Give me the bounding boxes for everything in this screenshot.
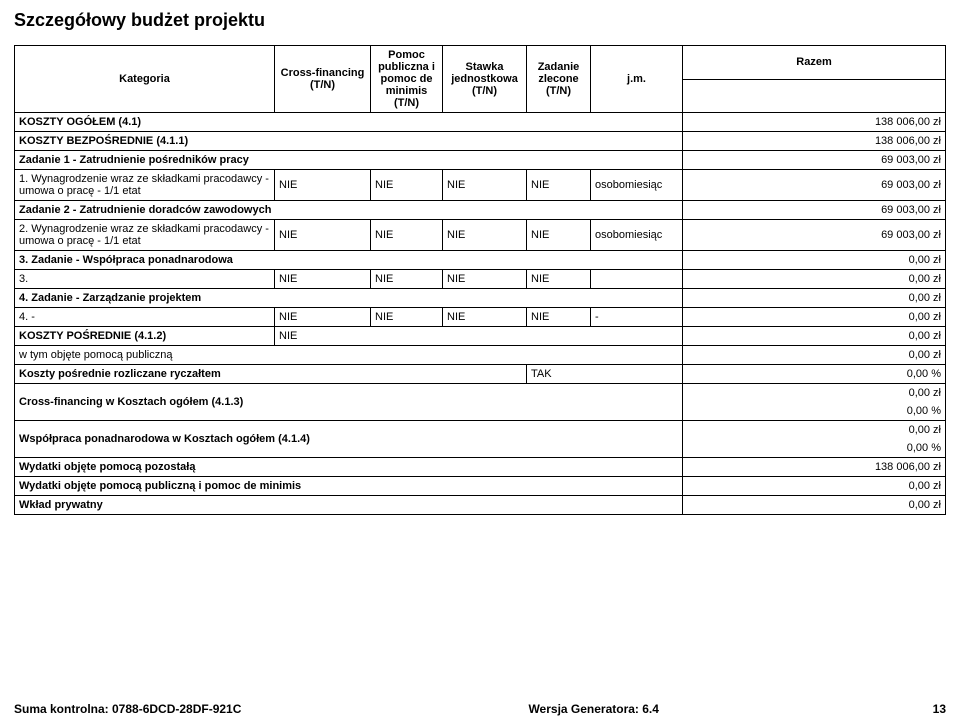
cell-zad: NIE — [527, 170, 591, 201]
row-item-3: 3. NIE NIE NIE NIE 0,00 zł — [15, 270, 946, 289]
cell-label: 4. - — [15, 308, 275, 327]
col-razem: Razem — [683, 46, 946, 80]
row-wspolpraca-1: Współpraca ponadnarodowa w Kosztach ogół… — [15, 421, 946, 440]
page-footer: Suma kontrolna: 0788-6DCD-28DF-921C Wers… — [14, 702, 946, 716]
cell-staw: NIE — [443, 308, 527, 327]
row-item-4: 4. - NIE NIE NIE NIE - 0,00 zł — [15, 308, 946, 327]
cell-zad: NIE — [527, 220, 591, 251]
cell-label: w tym objęte pomocą publiczną — [15, 346, 683, 365]
cell-value: 0,00 zł — [683, 251, 946, 270]
row-koszty-posrednie: KOSZTY POŚREDNIE (4.1.2) NIE 0,00 zł — [15, 327, 946, 346]
cell-label: Zadanie 2 - Zatrudnienie doradców zawodo… — [15, 201, 683, 220]
cell-cf: NIE — [275, 327, 683, 346]
cell-value: 0,00 zł — [683, 289, 946, 308]
cell-jm: osobomiesiąc — [591, 170, 683, 201]
cell-value-2: 0,00 % — [683, 402, 946, 421]
cell-staw: NIE — [443, 220, 527, 251]
row-item-1: 1. Wynagrodzenie wraz ze składkami praco… — [15, 170, 946, 201]
cell-value: 138 006,00 zł — [683, 132, 946, 151]
cell-jm: - — [591, 308, 683, 327]
cell-label: 1. Wynagrodzenie wraz ze składkami praco… — [15, 170, 275, 201]
cell-cf: NIE — [275, 270, 371, 289]
cell-label: KOSZTY BEZPOŚREDNIE (4.1.1) — [15, 132, 683, 151]
budget-table: Kategoria Cross-financing (T/N) Pomoc pu… — [14, 45, 946, 515]
page-title: Szczegółowy budżet projektu — [14, 10, 946, 31]
col-stawka: Stawka jednostkowa (T/N) — [443, 46, 527, 113]
cell-zad: NIE — [527, 308, 591, 327]
row-zadanie-1: Zadanie 1 - Zatrudnienie pośredników pra… — [15, 151, 946, 170]
cell-value: 69 003,00 zł — [683, 170, 946, 201]
col-razem-sub — [683, 79, 946, 113]
col-jm: j.m. — [591, 46, 683, 113]
cell-value: 138 006,00 zł — [683, 458, 946, 477]
cell-value-1: 0,00 zł — [683, 421, 946, 440]
cell-jm — [591, 270, 683, 289]
row-zadanie-2: Zadanie 2 - Zatrudnienie doradców zawodo… — [15, 201, 946, 220]
row-wydatki-deminimis: Wydatki objęte pomocą publiczną i pomoc … — [15, 477, 946, 496]
cell-pom: NIE — [371, 270, 443, 289]
cell-value-2: 0,00 % — [683, 439, 946, 458]
cell-value: 138 006,00 zł — [683, 113, 946, 132]
cell-label: 3. — [15, 270, 275, 289]
cell-value: 0,00 zł — [683, 346, 946, 365]
cell-value: 69 003,00 zł — [683, 201, 946, 220]
table-header-row: Kategoria Cross-financing (T/N) Pomoc pu… — [15, 46, 946, 80]
cell-label: Wydatki objęte pomocą publiczną i pomoc … — [15, 477, 683, 496]
page: Szczegółowy budżet projektu Kategoria Cr… — [0, 0, 960, 724]
cell-value: 69 003,00 zł — [683, 220, 946, 251]
row-koszty-bezposrednie: KOSZTY BEZPOŚREDNIE (4.1.1) 138 006,00 z… — [15, 132, 946, 151]
cell-cf: NIE — [275, 170, 371, 201]
row-cf-ogolem-1: Cross-financing w Kosztach ogółem (4.1.3… — [15, 384, 946, 403]
cell-cf: NIE — [275, 308, 371, 327]
row-zadanie-4: 4. Zadanie - Zarządzanie projektem 0,00 … — [15, 289, 946, 308]
cell-label: KOSZTY POŚREDNIE (4.1.2) — [15, 327, 275, 346]
cell-label: Współpraca ponadnarodowa w Kosztach ogół… — [15, 421, 683, 458]
cell-label: Zadanie 1 - Zatrudnienie pośredników pra… — [15, 151, 683, 170]
cell-value: 0,00 zł — [683, 477, 946, 496]
cell-label: 2. Wynagrodzenie wraz ze składkami praco… — [15, 220, 275, 251]
cell-pom: NIE — [371, 308, 443, 327]
cell-value-1: 0,00 zł — [683, 384, 946, 403]
col-pomoc: Pomoc publiczna i pomoc de minimis (T/N) — [371, 46, 443, 113]
row-wklad: Wkład prywatny 0,00 zł — [15, 496, 946, 515]
cell-value: 0,00 zł — [683, 308, 946, 327]
col-zadanie-zlecone: Zadanie zlecone (T/N) — [527, 46, 591, 113]
cell-value: 0,00 zł — [683, 496, 946, 515]
row-koszty-ogolem: KOSZTY OGÓŁEM (4.1) 138 006,00 zł — [15, 113, 946, 132]
cell-label: Koszty pośrednie rozliczane ryczałtem — [15, 365, 527, 384]
cell-tak: TAK — [527, 365, 683, 384]
row-wydatki-pozostala: Wydatki objęte pomocą pozostałą 138 006,… — [15, 458, 946, 477]
footer-suma: Suma kontrolna: 0788-6DCD-28DF-921C — [14, 702, 241, 716]
row-ryczalt: Koszty pośrednie rozliczane ryczałtem TA… — [15, 365, 946, 384]
col-kategoria: Kategoria — [15, 46, 275, 113]
row-item-2: 2. Wynagrodzenie wraz ze składkami praco… — [15, 220, 946, 251]
cell-label: KOSZTY OGÓŁEM (4.1) — [15, 113, 683, 132]
cell-zad: NIE — [527, 270, 591, 289]
footer-page: 13 — [906, 702, 946, 716]
cell-label: 4. Zadanie - Zarządzanie projektem — [15, 289, 683, 308]
cell-value: 0,00 zł — [683, 270, 946, 289]
footer-wersja: Wersja Generatora: 6.4 — [241, 702, 906, 716]
cell-pom: NIE — [371, 170, 443, 201]
col-cross-financing: Cross-financing (T/N) — [275, 46, 371, 113]
row-w-tym: w tym objęte pomocą publiczną 0,00 zł — [15, 346, 946, 365]
cell-label: Cross-financing w Kosztach ogółem (4.1.3… — [15, 384, 683, 421]
cell-label: Wydatki objęte pomocą pozostałą — [15, 458, 683, 477]
cell-label: 3. Zadanie - Współpraca ponadnarodowa — [15, 251, 683, 270]
cell-label: Wkład prywatny — [15, 496, 683, 515]
row-zadanie-3: 3. Zadanie - Współpraca ponadnarodowa 0,… — [15, 251, 946, 270]
cell-value: 0,00 zł — [683, 327, 946, 346]
cell-pom: NIE — [371, 220, 443, 251]
cell-value: 0,00 % — [683, 365, 946, 384]
cell-staw: NIE — [443, 170, 527, 201]
cell-jm: osobomiesiąc — [591, 220, 683, 251]
cell-value: 69 003,00 zł — [683, 151, 946, 170]
cell-cf: NIE — [275, 220, 371, 251]
cell-staw: NIE — [443, 270, 527, 289]
